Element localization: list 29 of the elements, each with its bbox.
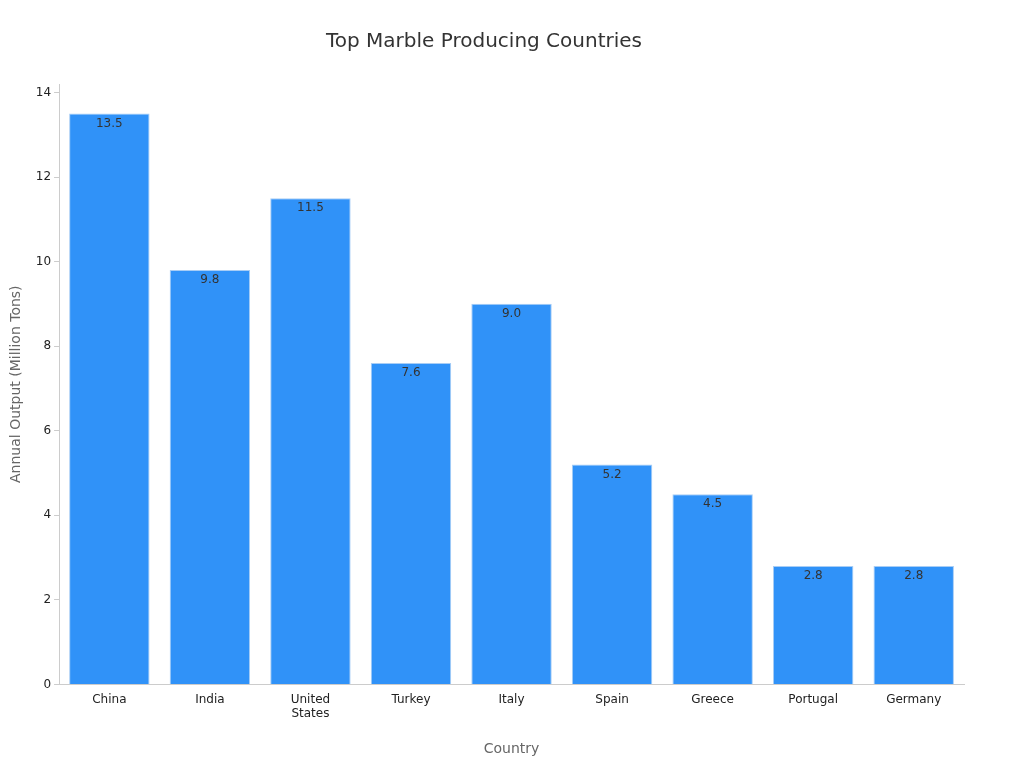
y-axis-title: Annual Output (Million Tons) <box>7 285 24 483</box>
x-tick-label: India <box>195 691 225 706</box>
y-tick-label: 6 <box>43 422 52 437</box>
y-tick-label: 0 <box>43 676 52 691</box>
x-tick-label: Portugal <box>788 691 839 706</box>
data-label: 7.6 <box>401 365 421 380</box>
y-tick-label: 12 <box>35 169 52 184</box>
x-tick-label: Spain <box>595 691 629 706</box>
data-label: 13.5 <box>95 115 123 130</box>
data-label: 5.2 <box>602 466 622 481</box>
y-tick-label: 2 <box>43 591 52 606</box>
data-label: 2.8 <box>803 568 823 583</box>
data-label: 2.8 <box>904 568 924 583</box>
y-tick-label: 4 <box>43 507 52 522</box>
x-tick-label: China <box>92 691 127 706</box>
x-axis-title: Country <box>483 740 540 757</box>
x-tick-label: Germany <box>886 691 942 706</box>
data-label: 9.8 <box>200 272 220 287</box>
chart-title: Top Marble Producing Countries <box>324 28 643 53</box>
x-tick-label: Greece <box>691 691 734 706</box>
y-tick-label: 8 <box>43 338 52 353</box>
y-tick-label: 10 <box>35 253 52 268</box>
data-label: 4.5 <box>703 496 723 511</box>
x-tick-label: Italy <box>498 691 525 706</box>
x-tick-label: Turkey <box>390 691 431 706</box>
x-tick-label: United States <box>290 691 331 721</box>
data-label: 11.5 <box>297 200 324 215</box>
y-tick-label: 14 <box>35 84 52 99</box>
data-label: 9.0 <box>501 305 522 320</box>
